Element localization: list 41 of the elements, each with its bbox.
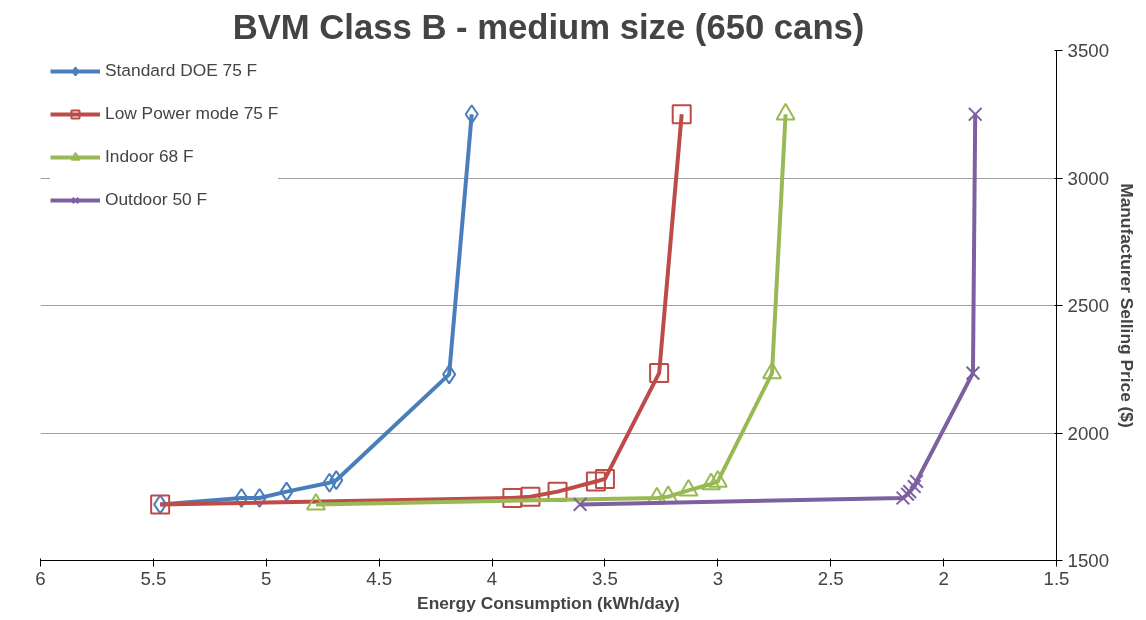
point: [906, 479, 922, 494]
point: [585, 471, 606, 492]
point: [502, 488, 523, 509]
y2-tick-label: 2000: [1067, 422, 1110, 444]
point: [967, 106, 983, 122]
point: [329, 470, 344, 491]
point: [572, 497, 588, 512]
legend-label: Indoor 68 F: [105, 146, 194, 167]
chart-title: BVM Class B - medium size (650 cans): [232, 7, 865, 46]
y2-tick-label: 3000: [1067, 167, 1110, 189]
y2-axis-title: Manufacturer Selling Price ($): [1117, 183, 1137, 428]
legend-label: Outdoor 50 F: [105, 189, 208, 210]
x-tick-label: 5.5: [140, 567, 167, 589]
point: [965, 365, 981, 381]
x-tick-label: 1.5: [1043, 567, 1070, 589]
x-axis-title: Energy Consumption (kWh/day): [417, 592, 680, 613]
y2-tick-label: 3500: [1067, 40, 1110, 61]
x-tick-label: 3: [712, 567, 724, 589]
x-tick-label: 2.5: [817, 567, 844, 589]
point: [895, 490, 911, 506]
point: [234, 488, 249, 509]
point: [909, 474, 924, 489]
point: [520, 486, 541, 507]
x-tick-label: 2: [938, 567, 949, 589]
point: [252, 488, 267, 509]
point: [322, 472, 337, 493]
x-tick-label: 4.5: [366, 567, 393, 589]
legend-label: Standard DOE 75 F: [105, 60, 258, 81]
y2-tick-label: 1500: [1067, 550, 1110, 571]
point: [279, 481, 294, 502]
point: [649, 363, 670, 384]
point: [671, 104, 692, 125]
point: [594, 468, 615, 489]
legend-label: Low Power mode 75 F: [105, 103, 279, 124]
x-tick-label: 3.5: [591, 567, 618, 589]
point: [464, 104, 479, 125]
x-tick-label: 6: [35, 567, 46, 589]
x-tick-label: 5: [261, 567, 272, 589]
y2-tick-label: 2500: [1067, 295, 1110, 316]
x-tick-label: 4: [486, 567, 498, 589]
point: [442, 364, 457, 385]
